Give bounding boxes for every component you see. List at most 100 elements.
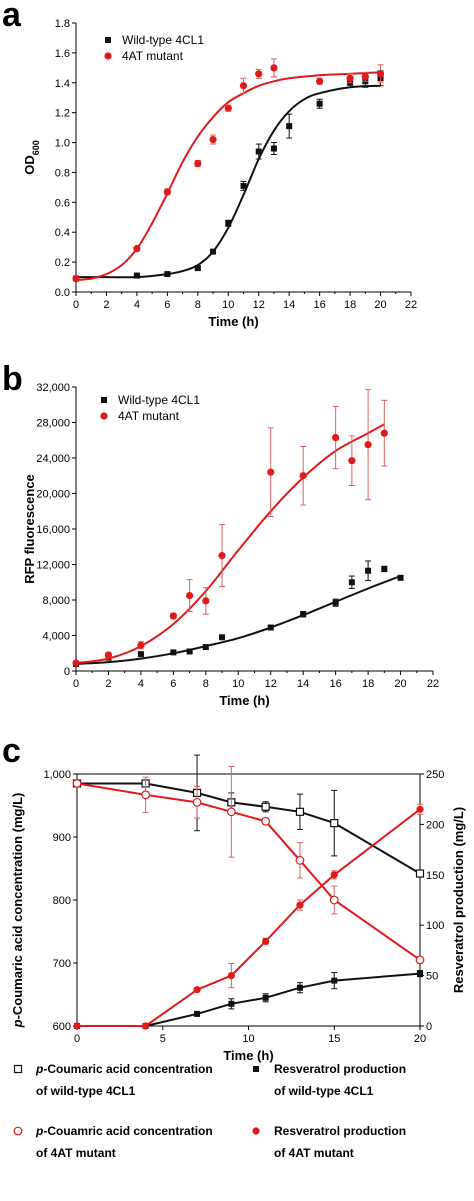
panel-a-data-point-mutant (346, 74, 354, 82)
panel-a-y-tick-label: 1.6 (55, 48, 70, 60)
panel-c-data-point (330, 819, 339, 828)
panel-a-x-tick-label: 18 (344, 299, 356, 311)
panel-c-data-point (295, 855, 305, 865)
legend-c-label-line2-2: of 4AT mutant (36, 1146, 116, 1160)
panel-a-x-tick-label: 2 (103, 299, 109, 311)
panel-b-y-tick-label: 24,000 (36, 453, 70, 465)
panel-a-fit-curve-wild-type (76, 84, 381, 279)
panel-a-x-tick-label: 12 (253, 299, 265, 311)
panel-a-x-tick-label: 6 (164, 299, 170, 311)
panel-b-legend-marker-mutant (100, 412, 108, 420)
panel-b-series-wild-type (73, 560, 404, 667)
panel-a-data-point-mutant (224, 104, 232, 112)
panel-c-data-point (192, 797, 202, 807)
legend-c-label-line1-0: p-Coumaric acid concentration (35, 1062, 213, 1076)
panel-c-x-axis-title: Time (h) (223, 1048, 273, 1063)
panel-b-letter: b (2, 360, 23, 398)
panel-a-data-point-mutant (72, 274, 80, 283)
panel-b-data-point-mutant (104, 651, 113, 659)
panel-b-data-point-mutant (185, 591, 194, 600)
legend-c-marker-1 (253, 1066, 259, 1072)
panel-b-y-tick-label: 0 (64, 666, 70, 678)
panel-a-y-tick-label: 0.4 (55, 227, 70, 239)
panel-a-data-point-wild-type (316, 100, 323, 107)
chart-rfp-fluorescence: 0 2 4 6 8 10 12 14 16 18 20 22 0 4,000 8,000 12,000 16,0… (22, 382, 439, 708)
panel-a-data-point-wild-type (286, 123, 293, 130)
panel-a-data-point-wild-type (270, 145, 277, 152)
panel-b-legend-marker-wild-type (101, 397, 107, 403)
panel-b-data-point-mutant (72, 659, 80, 667)
panel-a-x-tick-label: 16 (314, 299, 326, 311)
panel-b-x-tick-label: 14 (297, 678, 309, 690)
panel-b-x-tick-label: 18 (362, 678, 374, 690)
panel-b-fit-curve-wild-type (75, 575, 401, 665)
panel-b-data-point-mutant (364, 441, 372, 449)
panel-b-data-point-wild-type (186, 648, 193, 655)
panel-c-x-tick-label: 5 (160, 1033, 166, 1045)
panel-c-plot-frame (76, 773, 421, 1027)
panel-a-x-tick-label: 22 (405, 299, 417, 311)
chart-od600: 0 2 4 6 8 10 12 14 16 18 20 22 0.0 0.2 0.4 0.6 0.8 1.0 1.2… (22, 18, 417, 329)
panel-a-x-tick-label: 14 (283, 299, 295, 311)
panel-c-series-line (76, 782, 421, 961)
panel-a-y-axis-subscript: 600 (31, 140, 41, 155)
panel-c-y-right-tick-label: 100 (426, 920, 444, 932)
panel-b-legend-label-wild-type: Wild-type 4CL1 (118, 393, 200, 407)
panel-c-data-point (296, 984, 303, 991)
panel-b-data-point-wild-type (365, 567, 372, 574)
panel-b-data-point-wild-type (348, 579, 355, 586)
legend-c-italic-prefix: p (35, 1062, 43, 1076)
panel-a-legend-marker-wild-type (105, 37, 111, 43)
panel-b-series-mutant (72, 389, 388, 667)
panel-c-series-line (77, 972, 421, 1027)
panel-b-x-tick-label: 10 (232, 678, 244, 690)
panel-a-data-point-wild-type (164, 271, 171, 278)
panel-a-x-tick-label: 20 (374, 299, 386, 311)
panel-b-data-point-wild-type (137, 651, 144, 658)
legend-c-label-line2-0: of wild-type 4CL1 (36, 1084, 136, 1098)
panel-a-x-tick-label: 4 (134, 299, 140, 311)
panel-b-x-tick-label: 12 (265, 678, 277, 690)
panel-b-data-point-wild-type (170, 649, 177, 656)
panel-c-y-left-tick-label: 700 (53, 958, 71, 970)
legend-c-label-line2-1: of wild-type 4CL1 (274, 1084, 374, 1098)
panel-c-data-point (141, 790, 151, 800)
panel-c-data-point (261, 802, 270, 811)
panel-a-data-point-mutant (163, 188, 171, 196)
panel-b-data-point-mutant (267, 468, 275, 476)
panel-c-y-left-tick-label: 1,000 (43, 769, 71, 781)
panel-a-y-tick-label: 0.0 (55, 287, 70, 299)
panel-b-x-axis-title: Time (h) (219, 693, 269, 708)
panel-a-x-axis-title: Time (h) (208, 314, 258, 329)
panel-b-y-tick-label: 20,000 (36, 489, 70, 501)
panel-a-data-point-mutant (361, 73, 369, 81)
panel-c-y-left-axis-title: p-Coumaric acid concentration (mg/L) (10, 793, 25, 1029)
panel-b-y-tick-label: 12,000 (36, 560, 70, 572)
panel-c-data-point (72, 779, 82, 788)
panel-c-x-tick-label: 20 (414, 1033, 426, 1045)
panel-c-data-point (228, 1000, 235, 1007)
panel-a-data-point-mutant (209, 135, 217, 144)
panel-c-y-left-axis-title-italic: p (10, 1019, 25, 1028)
panel-a-data-point-mutant (316, 77, 324, 85)
panel-c-series-2 (74, 970, 423, 1029)
panel-a-data-point-wild-type (133, 272, 140, 279)
panel-b-x-tick-label: 20 (394, 678, 406, 690)
panel-c-y-right-tick-label: 150 (426, 870, 444, 882)
panel-b-data-point-wild-type (397, 574, 404, 581)
panel-a-data-point-mutant (255, 70, 263, 78)
panel-a-x-tick-label: 0 (73, 299, 79, 311)
panel-b-y-tick-label: 28,000 (36, 418, 70, 430)
legend-c-label-line2-3: of 4AT mutant (274, 1146, 354, 1160)
panel-b-data-point-wild-type (219, 634, 226, 641)
panel-b-x-tick-label: 0 (73, 678, 79, 690)
panel-b-legend-label-mutant: 4AT mutant (118, 409, 180, 423)
panel-b-y-tick-label: 8,000 (42, 595, 70, 607)
panel-a-y-tick-label: 0.2 (55, 257, 70, 269)
panel-a-series-mutant (72, 58, 385, 283)
panel-a-data-point-wild-type (255, 148, 262, 155)
panel-a-y-axis-title: OD600 (22, 140, 41, 175)
panel-a-data-point-wild-type (194, 265, 201, 272)
panel-a-x-tick-label: 8 (195, 299, 201, 311)
